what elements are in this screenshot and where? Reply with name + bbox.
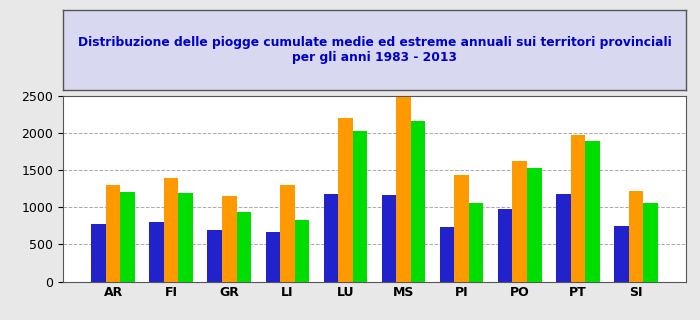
Bar (440, 227, 454, 282)
Bar (382, 196, 396, 282)
Bar (323, 194, 338, 282)
Bar (629, 191, 643, 282)
Bar (454, 175, 469, 282)
Bar (120, 192, 135, 282)
Bar (222, 196, 237, 282)
Bar (570, 135, 585, 282)
Bar (498, 209, 512, 282)
Bar (512, 161, 527, 282)
Bar (149, 222, 164, 282)
Bar (469, 203, 484, 282)
Bar (280, 185, 295, 282)
Bar (338, 118, 353, 282)
Bar (237, 212, 251, 282)
Bar (396, 98, 411, 282)
Bar (91, 224, 106, 282)
Bar (207, 230, 222, 282)
Bar (178, 193, 193, 282)
Bar (265, 232, 280, 282)
Text: Distribuzione delle piogge cumulate medie ed estreme annuali sui territori provi: Distribuzione delle piogge cumulate medi… (78, 36, 671, 64)
Bar (643, 203, 658, 282)
Bar (614, 226, 629, 282)
Bar (411, 121, 426, 282)
Bar (527, 168, 542, 282)
Bar (106, 185, 120, 282)
Bar (556, 194, 570, 282)
Bar (585, 141, 600, 282)
Bar (353, 131, 368, 282)
Bar (164, 178, 178, 282)
Bar (295, 220, 309, 282)
